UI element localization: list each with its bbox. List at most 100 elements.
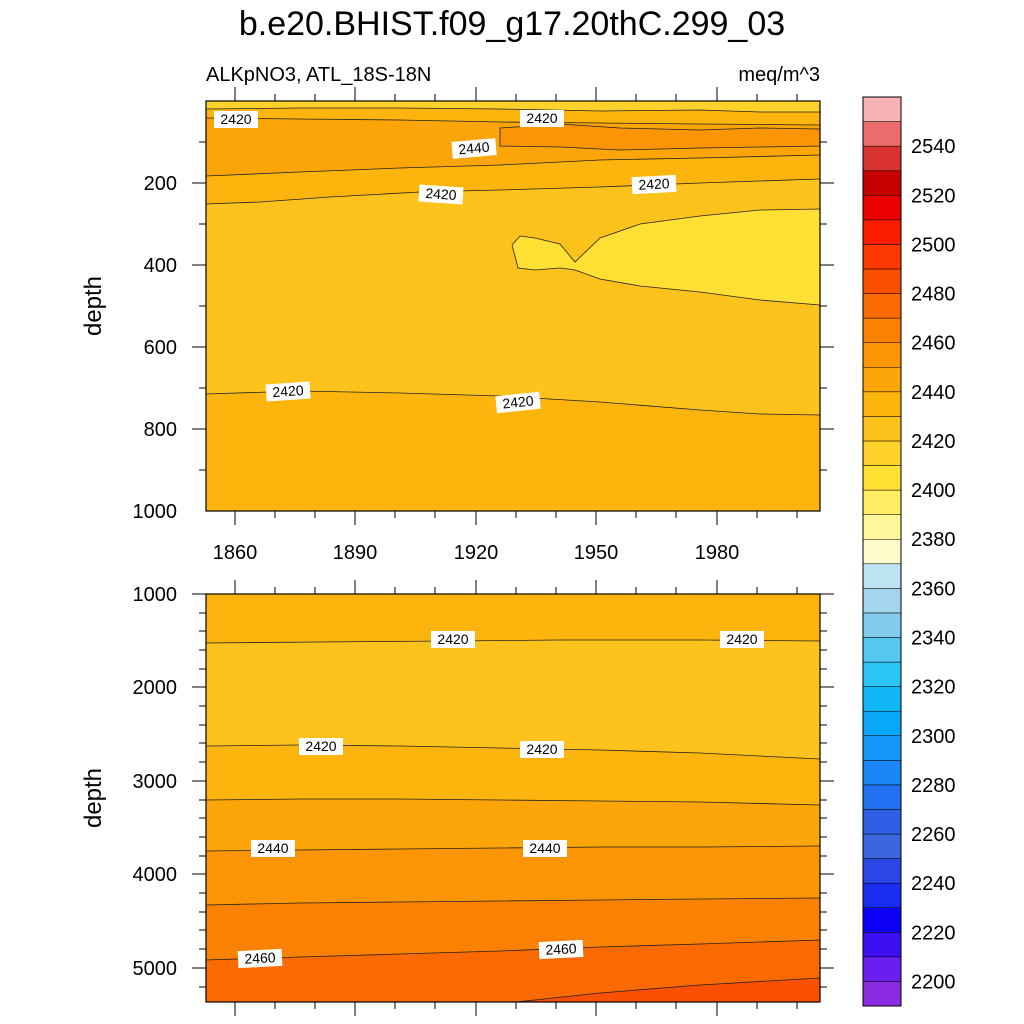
contour-label: 2420 [220,111,251,127]
contour-label-box [418,184,464,205]
y-axis-title: depth [80,276,107,336]
colorbar-swatch [862,342,902,368]
colorbar-tick-label: 2520 [911,185,956,207]
colorbar-swatch [862,932,902,958]
bottom-contour-line [205,845,821,852]
x-tick-label: 1890 [333,542,378,564]
colorbar-swatch [862,514,902,540]
contour-label-box [631,174,677,195]
colorbar-swatch [862,858,902,884]
colorbar-tick-label: 2340 [911,627,956,649]
colorbar-swatch [862,686,902,712]
contour-label-rotated: 2460 [237,948,283,969]
colorbar-swatch [862,907,902,933]
colorbar-swatch [862,809,902,835]
bottom-band-2480 [516,978,820,1002]
colorbar-swatch [862,391,902,417]
bottom-plot-frame [205,593,821,1003]
colorbar-tick-label: 2480 [911,284,956,306]
contour-label-box [214,111,258,128]
colorbar-swatch [862,96,902,122]
colorbar-swatch [862,588,902,614]
colorbar-tick-label: 2460 [911,333,956,355]
top-band-2410 [512,209,820,305]
y-tick-label: 3000 [133,771,178,793]
bottom-contour-line [515,977,821,1003]
contour-label: 2420 [305,738,336,754]
colorbar-tick-label: 2300 [911,726,956,748]
x-tick-label: 1980 [695,542,740,564]
contour-label-box [299,738,343,755]
colorbar-tick-label: 2420 [911,431,956,453]
top-contour-line [205,117,821,126]
contour-label-rotated: 2420 [418,184,464,205]
contour-label: 2420 [272,382,304,400]
bottom-contour-line [205,897,821,906]
contour-label-rotated: 2420 [495,391,541,414]
y-tick-label: 4000 [133,864,178,886]
colorbar-swatch [862,489,902,515]
colorbar-swatch [862,710,902,737]
x-tick-label: 1950 [574,542,619,564]
colorbar-frame [862,96,902,1007]
colorbar-tick-label: 2440 [911,382,956,404]
colorbar-swatch [862,145,902,171]
colorbar-swatch [862,637,902,663]
contour-label-rotated: 2420 [265,381,311,402]
y-tick-label: 600 [144,337,177,359]
contour-label-box [451,138,497,159]
bottom-contour-labels: 2420 2420 2420 2420 2440 2440 2460 2460 [237,631,764,969]
chart-title: b.e20.BHIST.f09_g17.20thC.299_03 [239,5,785,43]
y-tick-label: 1000 [133,501,178,523]
colorbar-swatch [862,195,902,221]
colorbar-tick-label: 2500 [911,234,956,256]
contour-label: 2420 [437,631,468,647]
contour-label: 2460 [244,949,276,967]
colorbar-swatch [862,440,902,466]
colorbar-swatch [862,981,902,1007]
y-axis-title: depth [80,768,107,828]
colorbar-tick-label: 2220 [911,922,956,944]
contour-label-box [495,391,541,414]
colorbar-swatch [862,465,902,491]
contour-label: 2420 [638,175,670,193]
contour-label-rotated: 2440 [451,138,497,159]
colorbar-swatch [862,735,902,761]
contour-label-box [265,381,311,402]
colorbar-swatch [862,956,902,982]
colorbar-swatch [862,244,902,270]
top-contour-line [511,208,821,306]
contour-label: 2440 [529,840,560,856]
colorbar-swatch [862,563,902,589]
colorbar-swatch [862,760,902,786]
colorbar-swatch [862,366,902,393]
colorbar: 2200 2220 2240 2260 2280 2300 2320 2340 2360 2380… [862,96,956,1007]
contour-label: 2440 [257,840,288,856]
colorbar-swatch [862,833,902,859]
bottom-contour-fill [206,594,820,1002]
colorbar-swatch [862,219,902,245]
contour-label: 2420 [526,741,557,757]
y-tick-label: 200 [144,173,177,195]
bottom-contour-line [205,798,821,806]
contour-label: 2440 [458,139,491,158]
colorbar-swatch [862,661,902,687]
colorbar-swatch [862,784,902,810]
contour-label-box [431,631,475,648]
contour-label-box [523,840,567,857]
contour-label-box [720,631,764,648]
contour-label: 2420 [425,185,457,203]
x-tick-label: 1920 [454,542,499,564]
bottom-band-2430-top [206,594,820,643]
colorbar-tick-label: 2540 [911,136,956,158]
y-tick-label: 2000 [133,677,178,699]
colorbar-tick-label: 2380 [911,529,956,551]
colorbar-swatch [862,317,902,343]
contour-label-box [520,110,564,127]
x-tick-label: 1860 [213,542,258,564]
contour-label-rotated: 2460 [538,939,584,960]
colorbar-swatch [862,538,902,565]
y-tick-label: 400 [144,255,177,277]
colorbar-tick-label: 2240 [911,873,956,895]
